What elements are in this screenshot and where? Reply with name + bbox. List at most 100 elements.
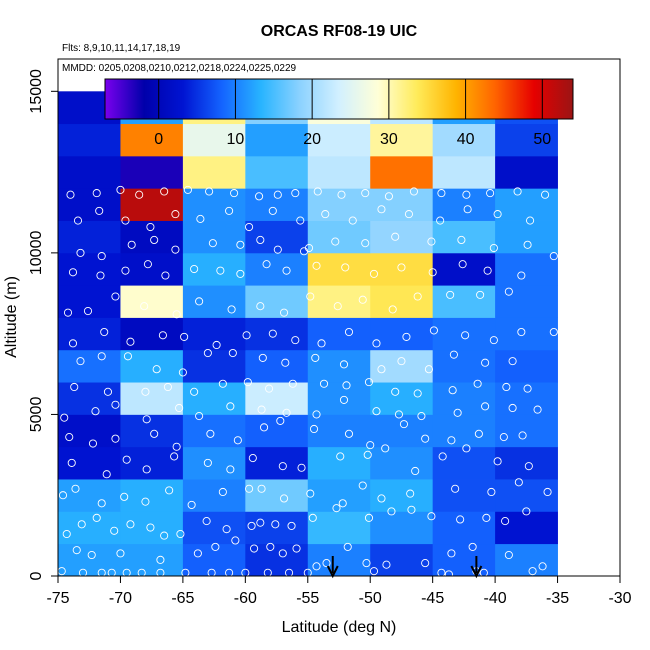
sample-point: [366, 441, 375, 450]
sample-point: [178, 368, 187, 377]
sample-point: [538, 562, 547, 571]
sample-point: [111, 400, 120, 409]
sample-point: [291, 336, 300, 345]
sample-point: [123, 352, 132, 361]
sample-point: [468, 542, 477, 551]
sample-point: [175, 403, 184, 413]
heatmap-cell: [245, 543, 309, 577]
sample-point: [171, 210, 180, 219]
heatmap-cell: [120, 479, 184, 512]
sample-point: [508, 403, 517, 413]
heatmap-cell: [307, 123, 371, 157]
heatmap-cell: [58, 479, 121, 512]
sample-point: [313, 187, 322, 196]
heatmap-cell: [58, 220, 121, 254]
heatmap-cell: [182, 123, 246, 157]
sample-point: [287, 521, 296, 530]
sample-point: [88, 439, 98, 448]
y-axis: 0 5000 10000 15000: [28, 69, 58, 580]
sample-point: [176, 529, 185, 539]
sample-point: [77, 520, 86, 529]
sample-point: [336, 452, 345, 461]
sample-point: [67, 458, 76, 467]
colorbar-tick-label: 30: [380, 131, 398, 148]
sample-point: [377, 494, 386, 503]
sample-point: [70, 382, 79, 392]
sample-point: [161, 271, 170, 280]
sample-point: [127, 240, 136, 249]
sample-point: [116, 185, 125, 194]
sample-point: [341, 263, 350, 272]
sample-point: [203, 348, 212, 358]
sample-point: [404, 210, 413, 219]
sample-point: [205, 187, 214, 196]
heatmap-cell: [495, 155, 558, 189]
sample-point: [372, 407, 381, 416]
sample-point: [170, 452, 179, 461]
sample-point: [446, 290, 455, 299]
heatmap-cell: [370, 220, 434, 254]
sample-point: [486, 189, 495, 198]
heatmap-cell: [120, 446, 184, 480]
sample-point: [543, 487, 552, 497]
sample-point: [382, 560, 391, 569]
sample-point: [457, 235, 466, 244]
sample-point: [103, 387, 113, 396]
colorbar: [104, 78, 574, 120]
sample-point: [96, 271, 105, 280]
sample-point: [493, 457, 502, 466]
heatmap-cell: [182, 479, 246, 512]
sample-point: [448, 386, 457, 395]
heatmap-cell: [495, 252, 558, 286]
sample-point: [172, 442, 181, 451]
heatmap-cell: [182, 285, 246, 318]
heatmap-cell: [495, 123, 558, 157]
sample-point: [312, 562, 321, 571]
x-axis-label: Latitude (deg N): [282, 619, 397, 636]
sample-point: [397, 263, 406, 272]
x-tick-label: -30: [608, 590, 631, 607]
sample-point: [437, 189, 446, 198]
heatmap-cell: [370, 511, 434, 545]
sample-point: [508, 357, 517, 366]
sample-point: [369, 269, 379, 278]
sample-point: [62, 529, 71, 539]
sample-point: [257, 484, 266, 493]
sample-point: [265, 384, 274, 393]
heatmap-cell: [120, 543, 184, 577]
dates-subtitle: MMDD: 0205,0208,0210,0212,0218,0224,0225…: [62, 63, 297, 74]
sample-point: [388, 305, 397, 314]
sample-point: [152, 365, 161, 374]
sample-point: [116, 549, 125, 558]
sample-point: [312, 261, 321, 270]
sample-point: [183, 185, 192, 194]
sample-point: [399, 420, 408, 429]
x-tick-label: -35: [546, 590, 569, 607]
heatmap-cell: [58, 446, 121, 480]
sample-point: [250, 544, 259, 553]
sample-point: [71, 484, 80, 493]
sample-point: [337, 190, 346, 199]
sample-point: [451, 484, 460, 493]
sample-point: [95, 206, 104, 215]
sample-point: [501, 517, 510, 526]
sample-point: [236, 269, 245, 278]
heatmap-cell: [182, 382, 246, 415]
sample-point: [444, 570, 453, 579]
sample-point: [222, 525, 231, 534]
heatmap-cell: [432, 511, 496, 545]
heatmap-cell: [495, 511, 558, 545]
heatmap-cell: [245, 220, 309, 254]
sample-point: [504, 550, 513, 560]
sample-point: [278, 549, 287, 558]
sample-point: [427, 512, 436, 521]
heatmap-cell: [432, 382, 496, 415]
heatmap-cell: [120, 285, 184, 318]
sample-point: [121, 216, 130, 225]
sample-point: [146, 523, 155, 532]
heatmap-cell: [120, 188, 184, 221]
heatmap-cell: [370, 285, 434, 318]
sample-point: [481, 402, 490, 411]
sample-point: [292, 544, 301, 553]
